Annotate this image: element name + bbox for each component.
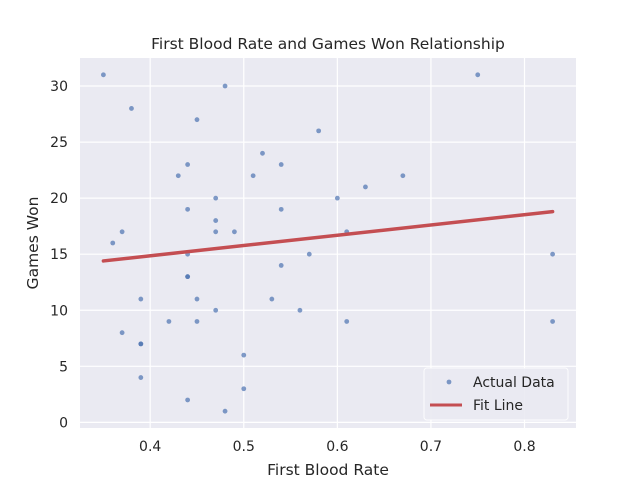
data-point — [194, 296, 200, 302]
data-point — [241, 352, 247, 358]
data-point — [213, 195, 219, 201]
data-point — [306, 251, 312, 257]
data-point — [185, 397, 191, 403]
data-point — [222, 408, 228, 414]
data-point — [185, 206, 191, 212]
legend: Actual Data Fit Line — [423, 367, 569, 421]
fit-line-layer — [101, 209, 555, 263]
data-point — [475, 72, 481, 78]
data-point — [194, 117, 200, 123]
grid-lines — [80, 58, 576, 428]
data-point — [363, 184, 368, 190]
y-tick-labels: 0 5 10 15 20 25 30 — [50, 79, 68, 431]
data-point — [241, 386, 247, 392]
data-point — [185, 162, 191, 167]
x-tick-label: 0.8 — [513, 439, 535, 455]
data-point — [250, 173, 256, 179]
x-tick-label: 0.7 — [420, 439, 442, 455]
legend-label-actual-data: Actual Data — [473, 375, 555, 391]
data-point — [175, 173, 181, 179]
x-tick-labels: 0.4 0.5 0.6 0.7 0.8 — [139, 439, 536, 455]
legend-box — [423, 367, 569, 421]
legend-label-fit-line: Fit Line — [473, 398, 523, 414]
data-point — [269, 296, 275, 302]
data-point — [334, 195, 340, 201]
data-point — [278, 162, 284, 167]
y-tick-label: 10 — [50, 303, 68, 319]
data-point — [100, 72, 106, 78]
data-point — [213, 307, 219, 313]
x-axis-label: First Blood Rate — [267, 461, 389, 479]
data-point — [119, 229, 125, 235]
data-point — [129, 106, 134, 111]
x-tick-label: 0.4 — [139, 439, 161, 455]
x-tick-label: 0.5 — [233, 439, 255, 455]
data-point — [213, 229, 219, 235]
y-tick-label: 25 — [50, 135, 68, 151]
data-point — [222, 83, 228, 89]
data-point — [550, 251, 556, 257]
y-axis-label: Games Won — [24, 197, 42, 290]
data-point — [166, 319, 172, 324]
chart-title: First Blood Rate and Games Won Relations… — [151, 35, 505, 53]
data-point — [344, 319, 350, 324]
fit-line — [101, 209, 555, 263]
data-points — [100, 72, 556, 414]
data-point — [194, 319, 200, 324]
data-point — [316, 128, 322, 134]
data-point — [138, 296, 144, 302]
data-point — [138, 341, 144, 347]
x-tick-label: 0.6 — [326, 439, 348, 455]
y-tick-label: 0 — [59, 415, 68, 431]
data-point — [550, 319, 556, 324]
data-point — [119, 330, 125, 336]
data-point — [138, 375, 144, 380]
data-point — [278, 206, 284, 212]
data-point — [110, 240, 116, 246]
data-point — [278, 263, 284, 268]
data-point — [213, 218, 219, 223]
y-tick-label: 20 — [50, 191, 68, 207]
data-point — [232, 229, 237, 235]
y-tick-label: 15 — [50, 247, 68, 263]
legend-marker-actual-data — [446, 379, 452, 385]
data-point — [400, 173, 406, 179]
data-point — [185, 274, 191, 280]
data-point — [260, 150, 265, 156]
data-point — [297, 307, 303, 313]
y-tick-label: 30 — [50, 79, 68, 95]
y-tick-label: 5 — [59, 359, 68, 375]
